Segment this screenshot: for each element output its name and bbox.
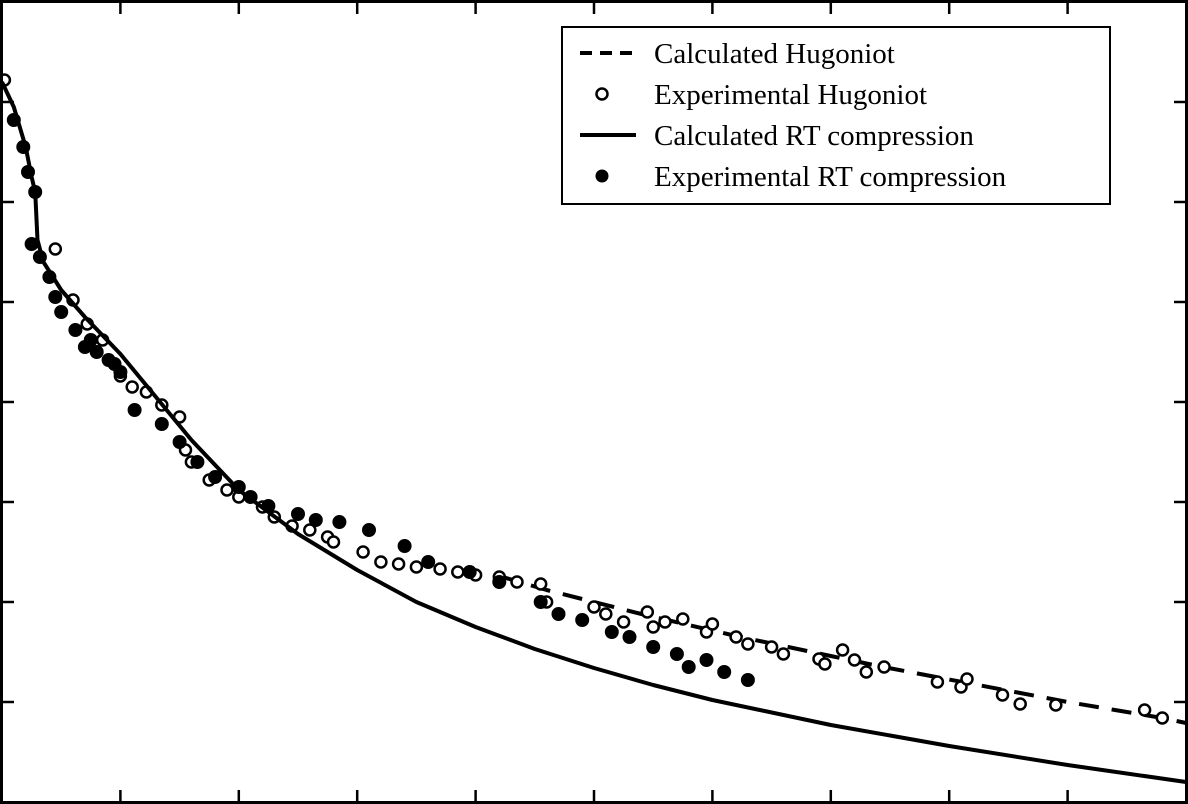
experimental-rt-compression-point	[48, 290, 63, 304]
experimental-hugoniot-point	[995, 688, 1010, 702]
experimental-hugoniot-point	[877, 660, 891, 674]
experimental-hugoniot-point	[356, 545, 370, 559]
experimental-rt-compression-point	[89, 345, 104, 359]
experimental-rt-compression-point	[54, 305, 69, 319]
experimental-rt-compression-point	[83, 333, 98, 347]
experimental-hugoniot-point	[1137, 703, 1152, 717]
experimental-rt-compression-point	[397, 539, 412, 553]
experimental-hugoniot-point	[433, 562, 447, 576]
experimental-rt-compression-point	[421, 555, 436, 569]
experimental-rt-compression-series	[6, 113, 755, 687]
experimental-rt-compression-point	[646, 640, 661, 654]
legend-label: Calculated RT compression	[654, 120, 974, 152]
experimental-hugoniot-point	[776, 647, 791, 661]
experimental-rt-compression-point	[551, 607, 566, 621]
experimental-hugoniot-point	[510, 575, 524, 589]
legend-label: Calculated Hugoniot	[654, 38, 895, 70]
experimental-rt-compression-point	[113, 365, 128, 379]
experimental-hugoniot-series	[0, 73, 1170, 725]
experimental-rt-compression-point	[604, 625, 619, 639]
experimental-rt-compression-point	[231, 480, 246, 494]
experimental-rt-compression-point	[362, 523, 376, 537]
experimental-rt-compression-point	[24, 237, 39, 251]
experimental-hugoniot-point	[1049, 698, 1063, 712]
experimental-rt-compression-point	[68, 323, 83, 337]
experimental-hugoniot-point	[125, 380, 139, 394]
experimental-hugoniot-point	[48, 242, 63, 256]
experimental-rt-compression-point	[533, 595, 548, 609]
experimental-hugoniot-point	[1155, 711, 1170, 725]
experimental-hugoniot-point	[859, 665, 874, 679]
experimental-rt-compression-point	[291, 507, 305, 521]
experimental-hugoniot-point	[930, 675, 945, 689]
experimental-rt-compression-point	[243, 490, 258, 504]
experimental-hugoniot-point	[533, 577, 548, 591]
experimental-rt-compression-point	[462, 565, 477, 579]
experimental-rt-compression-point	[190, 455, 205, 469]
experimental-rt-compression-point	[172, 435, 187, 449]
experimental-hugoniot-point	[326, 535, 341, 549]
legend: Calculated Hugoniot Experimental Hugoniot…	[561, 26, 1111, 205]
experimental-hugoniot-point	[1013, 697, 1027, 711]
legend-label: Experimental Hugoniot	[654, 79, 927, 111]
legend-box	[561, 26, 1111, 205]
experimental-hugoniot-point	[374, 555, 388, 569]
experimental-hugoniot-point	[741, 637, 755, 651]
legend-item-calculated-rt-compression: Calculated RT compression	[580, 120, 974, 152]
experimental-hugoniot-point	[587, 600, 601, 614]
experimental-rt-compression-point	[699, 653, 714, 667]
experimental-hugoniot-point	[303, 523, 317, 537]
experimental-rt-compression-point	[154, 417, 169, 431]
experimental-rt-compression-point	[622, 630, 637, 644]
experimental-rt-compression-point	[261, 499, 276, 513]
experimental-hugoniot-point	[960, 672, 974, 686]
legend-swatch-open-circle	[595, 87, 609, 101]
experimental-hugoniot-point	[409, 560, 424, 574]
experimental-rt-compression-point	[717, 665, 732, 679]
legend-item-calculated-hugoniot: Calculated Hugoniot	[580, 38, 895, 70]
experimental-hugoniot-point	[676, 612, 690, 626]
series-layer	[0, 73, 1187, 784]
experimental-rt-compression-point	[6, 113, 21, 127]
experimental-rt-compression-point	[681, 660, 696, 674]
experimental-rt-compression-point	[492, 575, 507, 589]
experimental-hugoniot-point	[451, 565, 465, 579]
experimental-rt-compression-point	[32, 250, 47, 264]
experimental-rt-compression-point	[332, 515, 347, 529]
experimental-hugoniot-point	[847, 653, 862, 667]
experimental-hugoniot-point	[835, 643, 850, 657]
legend-swatch-filled-circle	[595, 169, 609, 183]
legend-item-experimental-hugoniot: Experimental Hugoniot	[595, 79, 927, 111]
experimental-hugoniot-point	[220, 483, 234, 497]
experimental-rt-compression-point	[28, 185, 43, 199]
experimental-rt-compression-point	[127, 403, 142, 417]
experimental-hugoniot-point	[616, 615, 631, 629]
experimental-rt-compression-point	[740, 673, 755, 687]
experimental-rt-compression-point	[21, 165, 35, 179]
experimental-hugoniot-point	[391, 557, 406, 571]
experimental-hugoniot-point	[764, 640, 779, 654]
experimental-hugoniot-point	[818, 657, 832, 671]
experimental-hugoniot-point	[640, 605, 655, 619]
experimental-hugoniot-point	[705, 617, 720, 631]
experimental-hugoniot-point	[646, 620, 660, 634]
experimental-hugoniot-point	[658, 615, 672, 629]
legend-label: Experimental RT compression	[654, 161, 1007, 193]
experimental-rt-compression-point	[42, 270, 57, 284]
experimental-rt-compression-point	[208, 470, 223, 484]
experimental-rt-compression-point	[669, 647, 684, 661]
experimental-hugoniot-point	[599, 607, 613, 621]
legend-item-experimental-rt-compression: Experimental RT compression	[595, 161, 1007, 193]
experimental-rt-compression-point	[16, 140, 31, 154]
experimental-rt-compression-point	[575, 613, 590, 627]
experimental-hugoniot-point	[729, 630, 743, 644]
experimental-rt-compression-point	[308, 513, 323, 527]
